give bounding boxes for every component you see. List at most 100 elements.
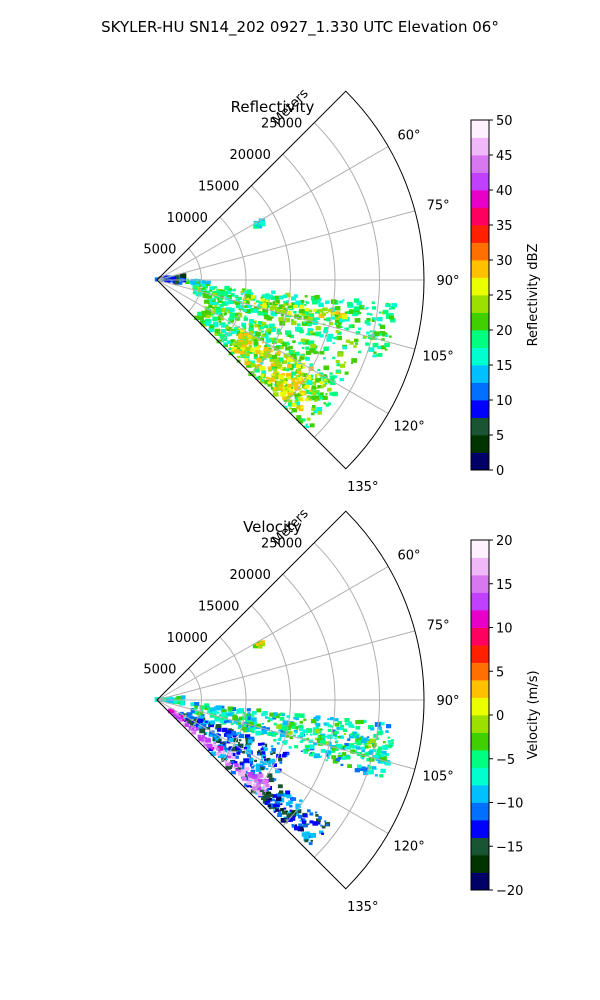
echo-cell [216,717,220,722]
echo-cell [258,780,263,784]
echo-cell [196,281,200,284]
echo-cell [264,743,268,746]
echo-cell [244,744,251,750]
echo-cell [293,730,298,734]
echo-cell [288,399,293,403]
azimuth-gridline [156,699,416,770]
echo-cell [380,768,386,773]
echo-cell [280,378,287,384]
echo-cell [202,321,206,324]
echo-cell [200,705,205,710]
echo-cell [280,346,284,350]
echo-cell [319,381,324,385]
echo-cell [287,304,293,308]
echo-cell [211,306,215,310]
echo-cell [283,307,287,311]
echo-cell [272,809,276,812]
echo-cell [253,330,257,334]
echo-cell [291,319,294,322]
echo-cell [278,295,284,300]
azimuth-gridline [156,630,416,701]
echo-cell [231,352,235,355]
echo-cell [353,731,357,735]
echo-cell [273,359,279,364]
echo-cell [276,742,280,745]
echo-cell [293,716,297,720]
echo-cell [381,750,387,755]
echo-cell [170,277,174,281]
echo-cell [226,340,232,345]
echo-cell [356,740,363,745]
echo-cell [380,759,387,764]
echo-cell [254,323,260,328]
echo-cell [267,294,273,299]
echo-cell [247,305,252,309]
echo-cell [308,340,315,346]
echo-cell [281,713,285,717]
echo-cell [201,738,207,743]
echo-cell [265,783,270,787]
echo-cell [274,295,280,300]
echo-cell [244,720,249,724]
echo-cell [348,723,354,728]
echo-cell [227,712,233,717]
echo-cell [305,307,310,312]
echo-cell [236,304,241,309]
echo-cell [282,726,289,732]
echo-cell [239,350,245,355]
echo-cell [287,730,293,735]
echo-cell [348,743,355,748]
echo-cell [251,730,255,734]
echo-cell [362,719,367,724]
echo-cell [201,314,206,318]
echo-cell [271,290,276,295]
echo-cell [369,330,373,333]
echo-cell [221,743,225,746]
echo-cell [272,763,277,767]
echo-cell [269,356,275,362]
echo-cell [175,713,180,717]
echo-cell [370,727,375,731]
echo-cell [242,340,248,345]
echo-cell [221,318,225,321]
echo-cell [255,331,261,337]
echo-cell [274,799,277,802]
echo-cell [390,741,394,745]
echo-cell [228,764,234,770]
echo-cell [312,389,316,393]
echo-cell [243,344,248,348]
echo-cell [246,780,253,786]
echo-cell [330,312,335,316]
echo-cell [378,726,383,730]
echo-cell [288,345,293,350]
echo-cell [326,311,329,314]
echo-cell [206,705,209,708]
echo-cell [344,327,347,330]
colorbar-swatch [471,295,489,313]
echo-cell [294,713,300,718]
echo-cell [202,287,206,291]
echo-cell [343,732,347,736]
echo-cell [210,751,217,756]
echo-cell [260,374,264,377]
echo-cell [349,341,354,345]
echo-cell [286,364,292,369]
echo-cell [361,738,367,744]
echo-cell [320,385,324,389]
echo-cell [373,351,377,355]
echo-cell [252,770,255,773]
echo-cell [231,752,236,757]
echo-cell [267,798,271,802]
echo-cell [273,386,278,391]
echo-cell [287,391,293,397]
echo-cell [268,807,272,810]
echo-cell [372,754,379,760]
echo-cell [274,801,280,805]
echo-cell [260,350,264,354]
echo-cell [373,317,378,321]
echo-cell [263,346,269,351]
echo-cell [229,300,234,304]
echo-cell [369,313,373,316]
echo-cell [339,319,343,323]
echo-cell [265,745,268,748]
